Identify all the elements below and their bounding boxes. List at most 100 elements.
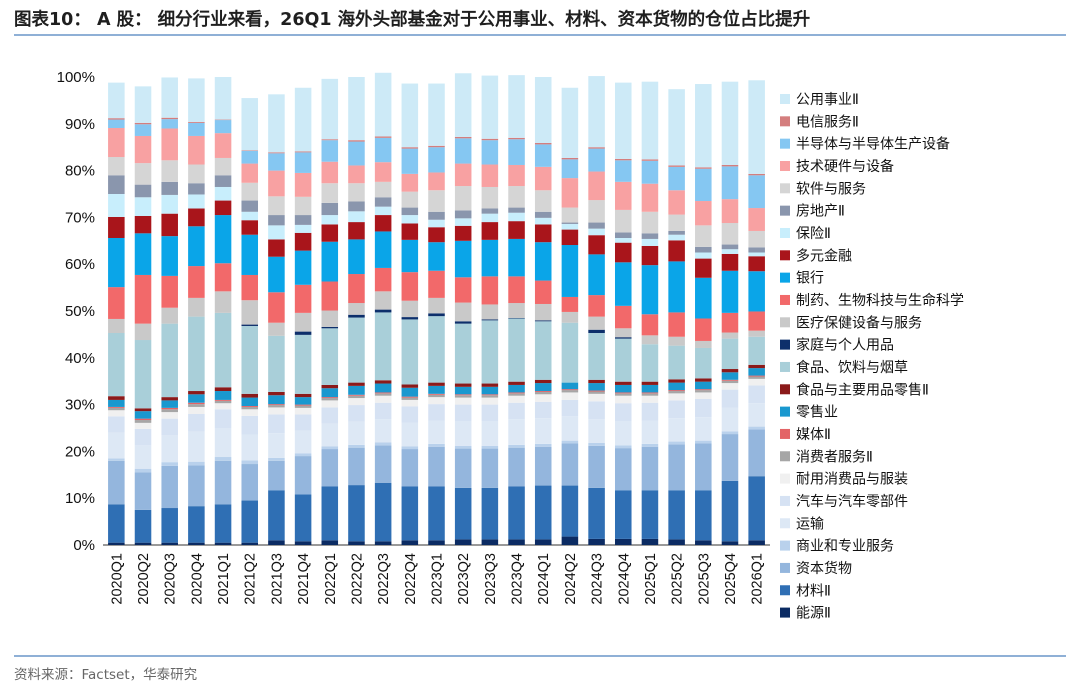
bar-segment (695, 347, 712, 379)
bar-segment (561, 399, 579, 417)
bar-segment (374, 395, 392, 403)
bar-segment (508, 318, 525, 382)
bar-segment (748, 426, 765, 430)
legend-label: 保险Ⅱ (796, 226, 831, 242)
bar-segment (428, 145, 445, 148)
bar-segment (614, 381, 632, 385)
bar-segment (748, 385, 765, 404)
bar-segment (508, 207, 525, 213)
bar-segment (534, 391, 552, 395)
bars (108, 72, 765, 545)
bar-segment (268, 391, 285, 396)
bar-segment (161, 236, 178, 276)
bar-segment (108, 318, 125, 333)
bar-segment (428, 443, 445, 447)
bar-segment (134, 86, 152, 123)
bar-segment (401, 173, 419, 192)
bar-segment (561, 382, 579, 390)
x-tick-label: 2022Q2 (349, 553, 365, 605)
bar-segment (108, 399, 125, 407)
bar-segment (561, 390, 579, 393)
bar-segment (268, 239, 285, 257)
bar-segment (614, 82, 632, 159)
bar-segment (454, 395, 472, 398)
bar-segment (561, 311, 579, 323)
bar-segment (721, 81, 739, 165)
bar-segment (348, 317, 365, 383)
bar-segment (188, 465, 205, 507)
bar-segment (241, 325, 259, 394)
bar-segment (695, 258, 712, 278)
bar-segment (268, 407, 285, 415)
bar-segment (668, 190, 685, 215)
legend-swatch (780, 428, 790, 439)
bar-segment (401, 191, 419, 208)
bar-segment (641, 384, 659, 393)
bar-segment (214, 428, 232, 458)
bar-segment (721, 431, 739, 435)
bar-segment (268, 414, 285, 434)
bar-segment (748, 208, 765, 231)
bar-segment (108, 157, 125, 176)
bar-segment (534, 383, 552, 392)
bar-segment (428, 404, 445, 421)
bar-segment (321, 281, 339, 311)
bar-segment (374, 383, 392, 393)
title-bar: 图表10： A 股： 细分行业来看，26Q1 海外头部基金对于公用事业、材料、资… (14, 6, 1066, 36)
x-tick-label: 2024Q4 (616, 553, 632, 605)
bar-segment (534, 539, 552, 545)
bar-segment (161, 119, 178, 129)
y-tick-label: 100% (57, 69, 95, 86)
bar-segment (374, 312, 392, 381)
bar-segment (695, 417, 712, 441)
bar-segment (721, 244, 739, 250)
bar-segment (241, 542, 259, 545)
bar-segment (695, 381, 712, 390)
bar-segment (294, 331, 312, 335)
bar-segment (241, 234, 259, 275)
bar-segment (294, 196, 312, 216)
bar-segment (134, 274, 152, 324)
bar-segment (721, 407, 739, 432)
bar-segment (641, 211, 659, 234)
bar-segment (428, 382, 445, 386)
bar-segment (481, 320, 499, 384)
bar-segment (348, 485, 365, 542)
legend-label: 食品、饮料与烟草 (796, 359, 908, 376)
bar-segment (268, 292, 285, 323)
bar-segment (561, 223, 579, 230)
bar-segment (588, 538, 605, 545)
bar-segment (374, 215, 392, 232)
bar-segment (454, 383, 472, 387)
bar-segment (161, 418, 178, 436)
bar-segment (241, 182, 259, 201)
bar-segment (695, 392, 712, 399)
bar-segment (428, 420, 445, 444)
bar-segment (374, 267, 392, 292)
bar-segment (454, 277, 472, 303)
bar-segment (641, 265, 659, 315)
bar-segment (641, 245, 659, 266)
x-tick-label: 2024Q2 (563, 553, 579, 605)
bar-segment (508, 447, 525, 487)
bar-segment (108, 333, 125, 397)
bar-segment (534, 485, 552, 540)
legend-swatch (780, 361, 790, 372)
bar-segment (294, 284, 312, 313)
bar-segment (401, 422, 419, 447)
bar-segment (668, 240, 685, 262)
bar-segment (721, 541, 739, 545)
bar-segment (668, 345, 685, 380)
legend-swatch (780, 562, 790, 573)
bar-segment (561, 229, 579, 246)
bar-segment (668, 539, 685, 545)
bar-segment (668, 382, 685, 391)
legend-label: 房地产Ⅱ (796, 204, 845, 220)
bar-segment (508, 139, 525, 165)
bar-segment (641, 395, 659, 403)
bar-segment (161, 117, 178, 120)
bar-segment (321, 400, 339, 408)
bar-segment (321, 449, 339, 487)
